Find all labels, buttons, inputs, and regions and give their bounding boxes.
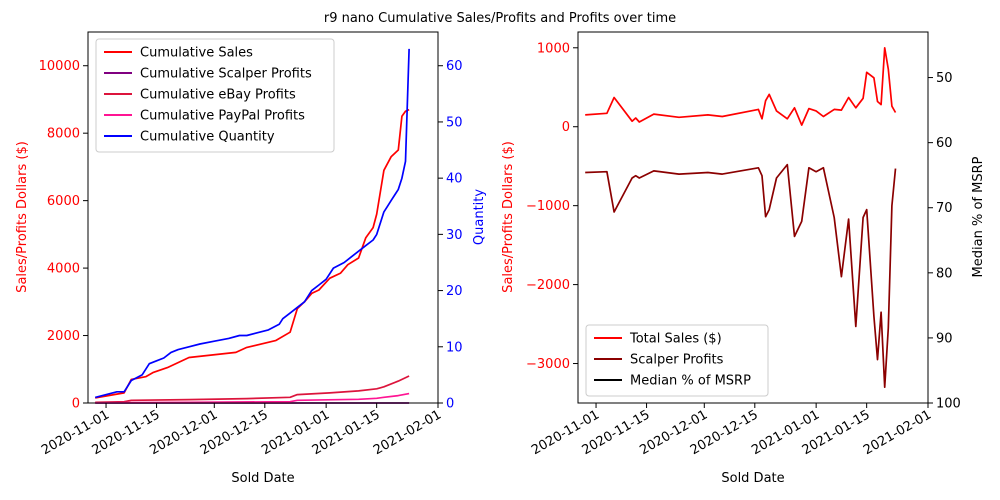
right-chart-y2tick-label: 50 [936, 71, 953, 86]
right-chart-frame [577, 31, 929, 404]
left-chart-series-line-2 [95, 375, 410, 404]
right-chart-series-line-0 [585, 46, 897, 126]
left-chart-legend-label: Cumulative PayPal Profits [140, 109, 305, 124]
right-chart-y2tick-label: 80 [936, 266, 953, 281]
left-chart-series-line-3 [95, 392, 410, 404]
right-chart-ytick-label: −1000 [526, 199, 570, 214]
right-chart-ytick-label: −2000 [526, 278, 570, 293]
left-chart-y2tick-label: 50 [446, 115, 463, 130]
left-chart-ytick-label: 0 [72, 397, 80, 412]
left-chart-y2tick-label: 0 [446, 397, 454, 412]
left-chart-legend: Cumulative Sales Cumulative Scalper Profi… [95, 38, 335, 153]
right-chart-y-axis: −3000 −2000 −1000 0 1000 [526, 41, 578, 372]
left-chart-y2label: Quantity [472, 189, 487, 245]
left-chart-series-line-4 [94, 48, 410, 399]
right-chart-legend-label: Scalper Profits [630, 353, 724, 368]
left-chart-series-line-0 [95, 108, 410, 399]
right-chart-legend: Total Sales ($) Scalper Profits Median % o… [585, 324, 769, 397]
left-chart-ytick-label: 8000 [47, 127, 80, 142]
right-chart-plot-area [585, 46, 897, 389]
left-chart-legend-label: Cumulative Sales [140, 46, 253, 61]
left-chart-legend-frame [95, 38, 335, 153]
left-chart-y2tick-label: 30 [446, 228, 463, 243]
chart-title: r9 nano Cumulative Sales/Profits and Pro… [324, 11, 676, 26]
left-chart-ytick-label: 6000 [47, 194, 80, 209]
left-chart-legend-label: Cumulative Scalper Profits [140, 67, 312, 82]
left-chart-y2tick-label: 60 [446, 59, 463, 74]
left-chart-y2-axis: 0 10 20 30 40 50 60 [438, 59, 463, 412]
right-chart-series-line-1 [585, 163, 897, 389]
left-chart-ylabel: Sales/Profits Dollars ($) [15, 141, 30, 293]
left-chart-legend-label: Cumulative Quantity [140, 130, 275, 145]
right-chart-y2tick-label: 90 [936, 331, 953, 346]
right-chart-y2tick-label: 100 [936, 397, 961, 412]
right-chart-y2-axis: 50 60 70 80 90 100 [928, 71, 961, 412]
right-chart-y2tick-label: 60 [936, 136, 953, 151]
right-chart-y2label: Median % of MSRP [971, 156, 986, 277]
right-chart-y2tick-label: 70 [936, 201, 953, 216]
right-chart-legend-label: Median % of MSRP [630, 374, 751, 389]
left-chart-xlabel: Sold Date [231, 471, 294, 486]
right-chart-xlabel: Sold Date [721, 471, 784, 486]
right-chart-ytick-label: −3000 [526, 357, 570, 372]
left-chart-frame [87, 31, 439, 404]
right-chart-ylabel: Sales/Profits Dollars ($) [501, 141, 516, 293]
left-chart-ytick-label: 10000 [39, 59, 80, 74]
left-chart-legend-label: Cumulative eBay Profits [140, 88, 296, 103]
left-chart-y2tick-label: 40 [446, 172, 463, 187]
right-chart-ytick-label: 0 [562, 120, 570, 135]
left-chart-y2tick-label: 10 [446, 340, 463, 355]
left-chart-y-axis: 0 2000 4000 6000 8000 10000 [39, 59, 88, 412]
right-chart-ytick-label: 1000 [537, 41, 570, 56]
right-chart-legend-label: Total Sales ($) [629, 332, 722, 347]
left-chart-y2tick-label: 20 [446, 284, 463, 299]
left-chart-ytick-label: 2000 [47, 329, 80, 344]
right-chart-legend-frame [585, 324, 769, 397]
left-chart-ytick-label: 4000 [47, 262, 80, 277]
